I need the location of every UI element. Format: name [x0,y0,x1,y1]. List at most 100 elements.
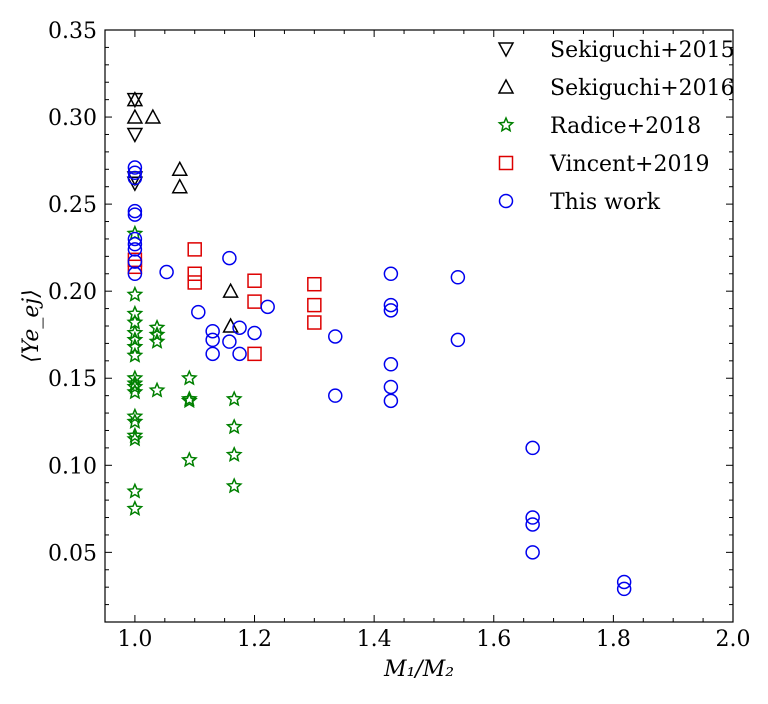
data-point [247,294,262,309]
data-point [171,178,189,194]
data-point [260,299,275,315]
legend-marker [497,116,515,133]
y-tick-label: 0.30 [48,106,97,131]
x-axis-label: M₁/M₂ [383,657,454,682]
data-point [525,510,540,525]
data-point [126,285,144,302]
y-tick-label: 0.15 [48,367,97,392]
data-point [383,357,399,372]
legend-label: Vincent+2019 [549,152,709,177]
legend-label: Radice+2018 [550,114,701,139]
data-point [127,165,143,181]
data-point [127,207,143,222]
y-tick-label: 0.35 [48,19,97,44]
data-point [616,581,632,597]
x-tick-label: 1.2 [237,627,272,652]
legend-marker [498,193,514,209]
data-point [171,160,189,177]
data-point [126,426,144,443]
x-tick-label: 1.4 [357,627,392,652]
x-tick-label: 1.0 [117,627,152,652]
data-point [148,325,166,342]
legend-marker [498,155,514,171]
data-point [187,242,202,257]
data-point [127,259,143,275]
data-point [144,108,162,124]
x-tick-label: 2.0 [716,627,751,652]
data-point [191,304,206,320]
data-point [383,393,399,409]
data-point [187,275,202,290]
data-point [222,334,237,349]
data-point [616,574,632,590]
data-point [225,445,243,463]
y-tick-label: 0.10 [48,454,97,479]
data-point [126,331,144,348]
x-tick-label: 1.8 [596,627,631,652]
data-point [180,391,198,409]
data-point [126,499,144,517]
data-point [525,545,540,560]
y-axis-label: ⟨Ye_ej⟩ [19,289,44,363]
data-point [127,203,143,219]
data-point [450,332,466,348]
data-point [225,418,243,435]
data-point [148,332,166,349]
legend-label: Sekiguchi+2015 [550,38,735,63]
series-triangle-up [126,91,239,333]
data-point [383,297,399,313]
data-point [127,170,143,186]
data-point [247,346,262,362]
data-point [126,346,144,363]
data-point [127,266,143,282]
data-point [328,388,343,403]
data-point [205,346,220,362]
legend-marker [497,78,515,94]
data-point [127,236,143,252]
data-point [126,108,144,124]
data-point [126,92,144,109]
data-point [328,329,343,344]
data-point [126,127,144,144]
data-point [307,297,322,313]
data-point [232,346,247,362]
data-point [126,378,144,395]
data-point [126,324,144,341]
data-point [148,381,166,398]
data-point [180,369,198,386]
data-point [525,517,540,532]
data-point [126,91,144,107]
data-point [180,390,198,407]
data-point [127,231,143,247]
y-tick-label: 0.25 [48,193,97,218]
data-point [247,325,262,341]
legend-marker [497,42,515,58]
data-point [383,266,399,282]
data-point [126,407,144,424]
data-point [225,390,243,407]
data-point [148,318,166,335]
data-point [525,440,540,456]
data-point [247,273,262,288]
series-triangle-down [126,92,144,192]
data-point [307,276,322,292]
data-point [225,477,243,494]
data-point [127,160,143,175]
data-point [126,304,144,322]
data-point [180,451,198,468]
data-point [222,250,237,266]
data-point [383,303,399,318]
x-tick-label: 1.6 [476,627,511,652]
data-point [222,317,239,333]
axis-ticks: 1.0 1.2 1.4 1.6 1.8 2.0 0.05 0.10 0.15 0.20 0.25 0.… [48,19,750,652]
series-star [126,224,243,517]
series-square [127,242,322,362]
data-point [222,282,239,298]
y-tick-label: 0.05 [48,541,97,566]
legend-label: Sekiguchi+2016 [550,76,735,101]
data-point [187,266,202,282]
data-point [126,383,144,400]
data-point [127,242,143,257]
data-point [205,323,220,339]
